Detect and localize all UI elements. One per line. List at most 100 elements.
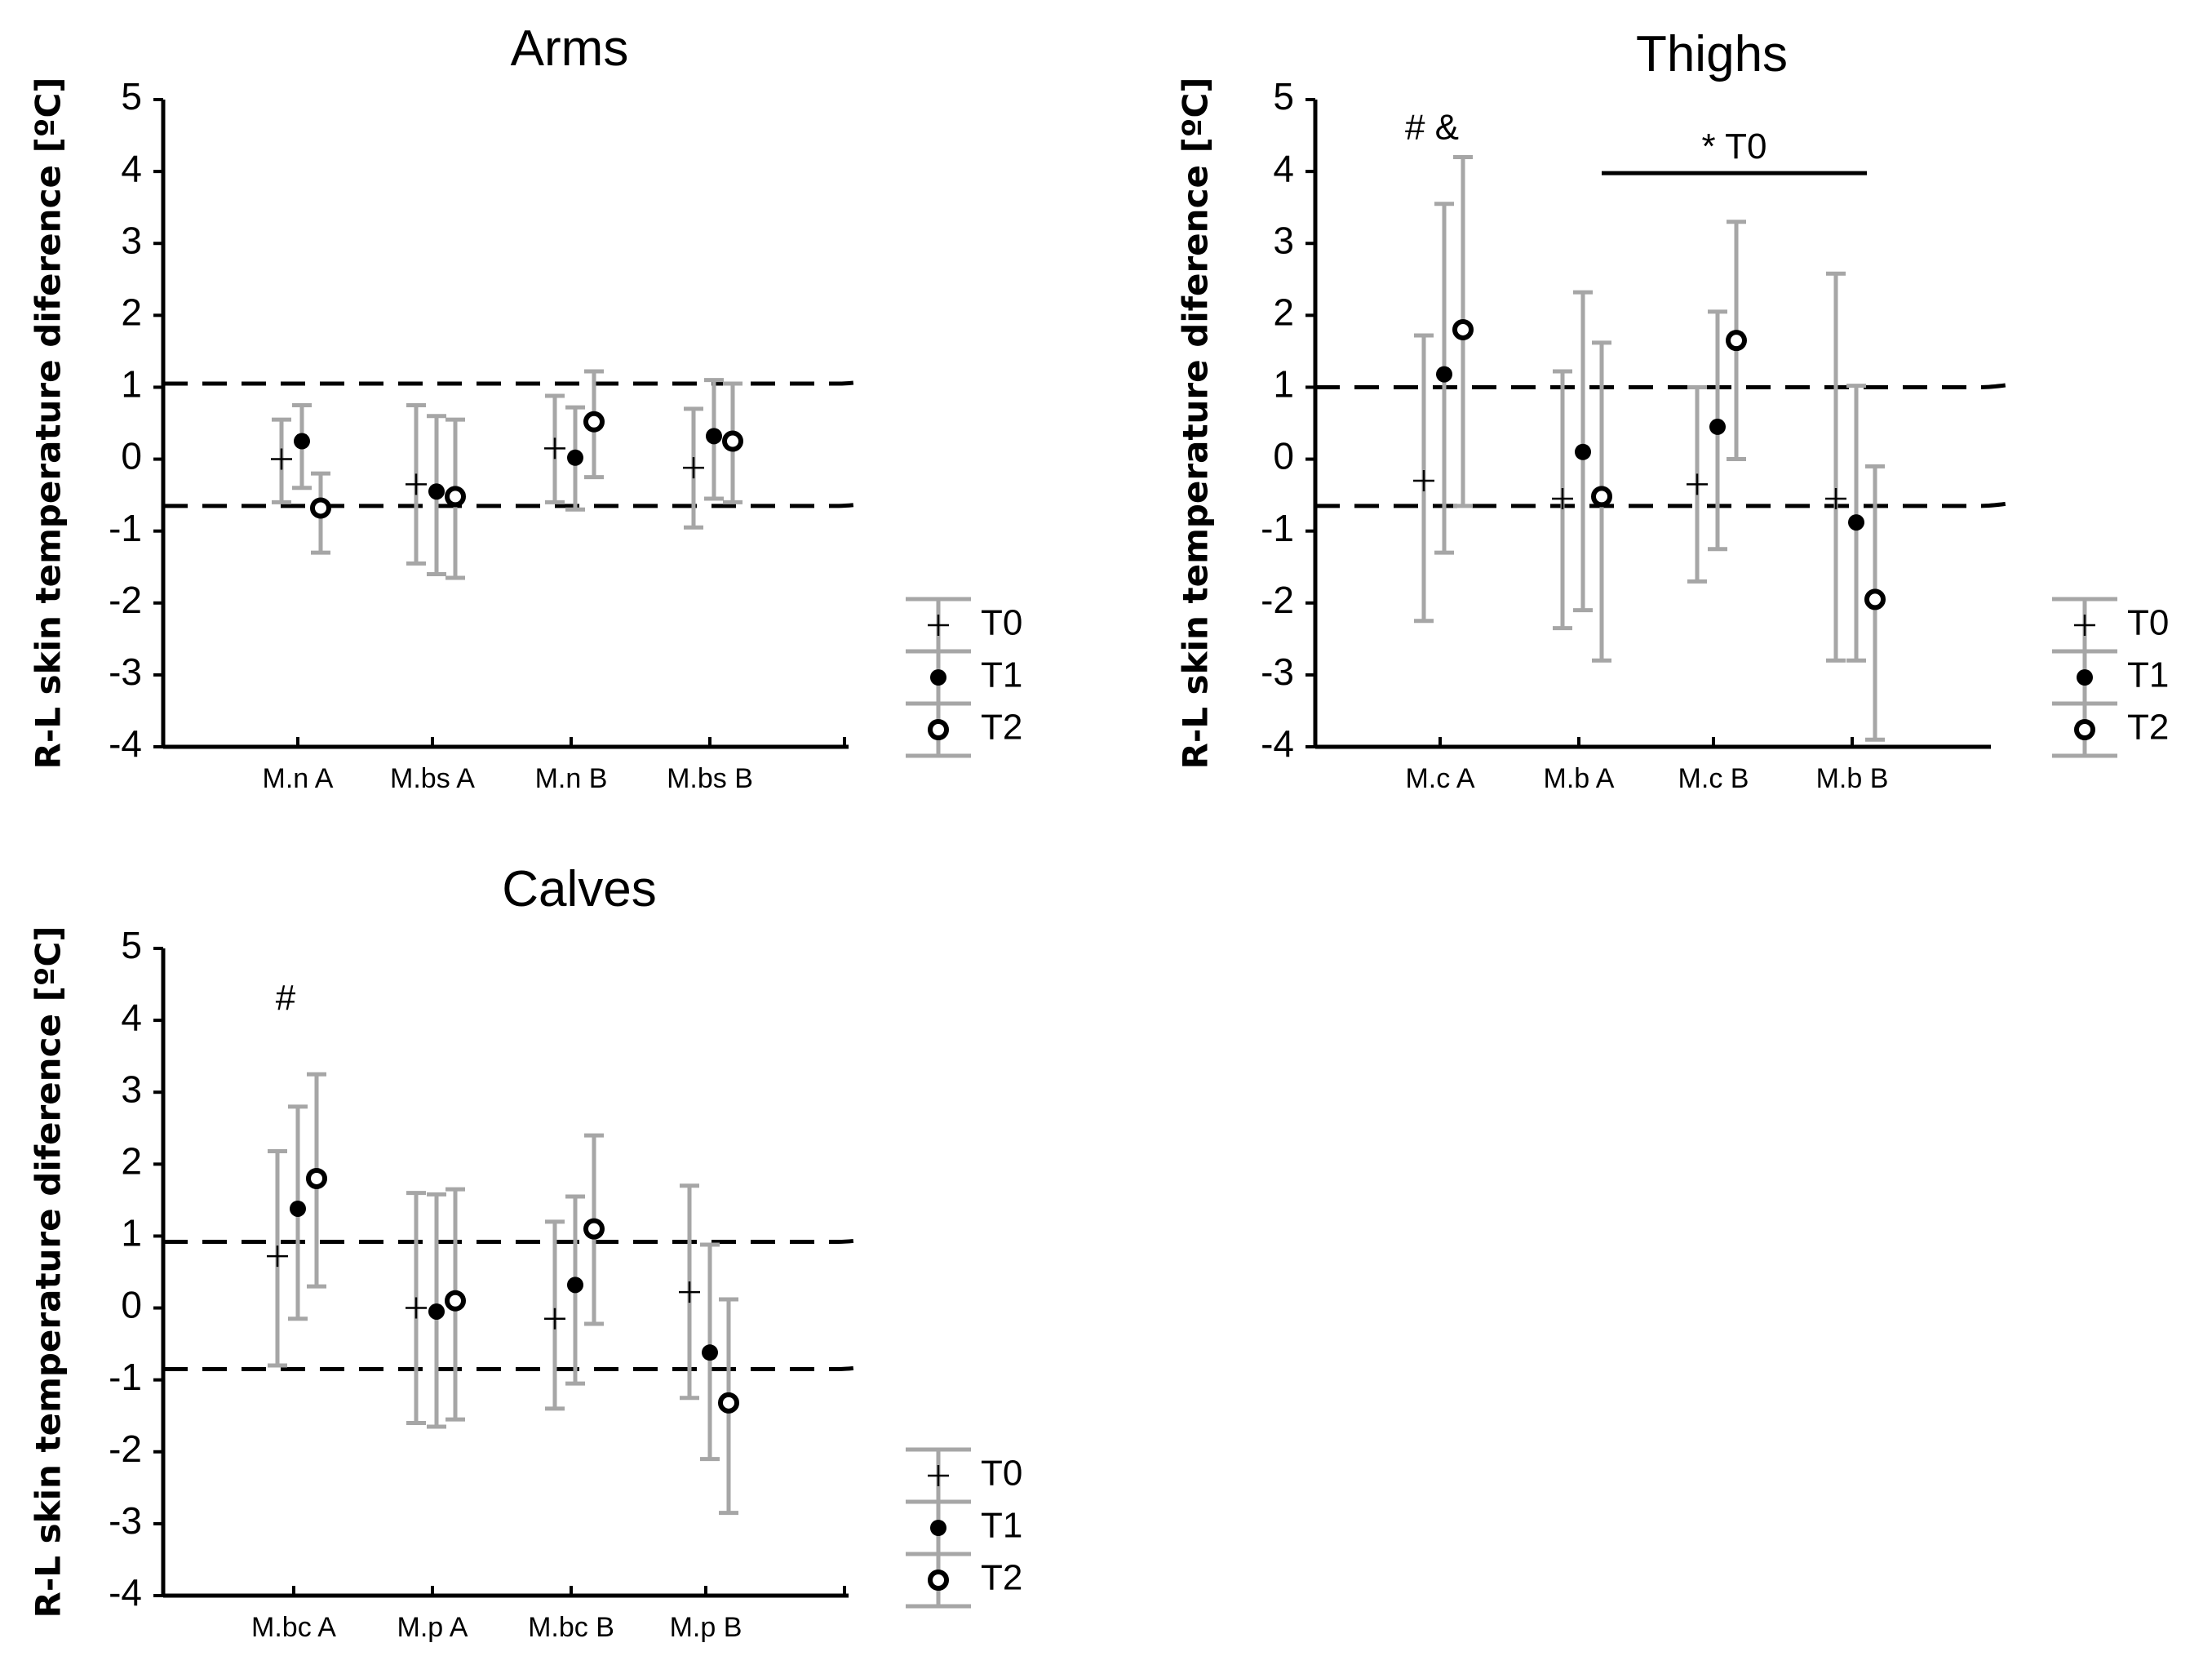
y-tick-label: 1 (1273, 363, 1294, 406)
y-tick-label: 0 (1273, 435, 1294, 477)
y-tick-label: 2 (1273, 291, 1294, 333)
data-point-t2 (445, 1290, 466, 1312)
data-point-t1 (428, 1303, 445, 1320)
data-point-t1 (702, 1344, 718, 1361)
data-point-t2 (310, 497, 331, 519)
legend-marker-t0 (928, 615, 949, 636)
data-point-t0 (544, 437, 565, 460)
data-point-t2 (1591, 486, 1612, 508)
y-tick-label: 4 (121, 996, 142, 1038)
legend: T0 T1 T2 (906, 597, 1022, 758)
data-point-t1 (1709, 418, 1726, 435)
data-point-t0 (271, 448, 292, 470)
data-point-t2 (583, 411, 605, 433)
y-tick-label: -1 (109, 1356, 142, 1398)
significance-annotation: * T0 (1702, 127, 1767, 166)
y-tick-label: 3 (121, 219, 142, 261)
legend-label: T1 (981, 655, 1022, 695)
data-point-t0 (1687, 473, 1708, 495)
y-tick-label: 1 (121, 363, 142, 406)
reference-dashed-line (163, 1364, 867, 1371)
data-point-t0 (406, 473, 427, 495)
y-tick-label: -2 (109, 579, 142, 621)
data-point-t2 (718, 1392, 739, 1414)
x-category-label: M.b B (1816, 763, 1889, 794)
y-tick-label: 1 (121, 1212, 142, 1254)
y-tick-label: -2 (1261, 579, 1294, 621)
data-point-t2 (1726, 330, 1747, 352)
data-point-t1 (706, 428, 722, 445)
legend-marker-t2 (2074, 719, 2095, 740)
legend-marker-t0 (2074, 615, 2095, 636)
legend-marker-t1 (2077, 669, 2093, 686)
legend-marker-t1 (930, 669, 946, 686)
legend-label: T2 (981, 708, 1022, 748)
data-point-t1 (1848, 514, 1864, 531)
legend-label: T0 (2127, 603, 2169, 643)
significance-annotation: # (276, 978, 296, 1018)
x-category-label: M.bs B (667, 763, 753, 794)
x-category-label: M.n B (535, 763, 608, 794)
legend: T0 T1 T2 (2052, 597, 2169, 758)
legend-marker-t2 (928, 719, 949, 740)
y-tick-label: 0 (121, 435, 142, 477)
y-tick-label: 3 (1273, 219, 1294, 261)
data-point-t1 (1575, 443, 1591, 460)
data-point-t0 (1413, 469, 1434, 491)
data-point-t0 (267, 1245, 288, 1268)
y-tick-label: 0 (121, 1284, 142, 1326)
y-tick-label: -3 (1261, 650, 1294, 693)
chart-panel-arms: Arms R-L skin temperature diference [ºC] 5… (29, 20, 1023, 794)
data-point-t0 (1552, 488, 1573, 510)
y-tick-label: 5 (121, 75, 142, 118)
x-category-label: M.bs A (390, 763, 475, 794)
chart-panel-calves: Calves R-L skin temperature diference [ºC… (29, 861, 1023, 1643)
y-tick-label: 4 (1273, 147, 1294, 189)
y-tick-label: -1 (109, 507, 142, 549)
legend-label: T2 (2127, 708, 2169, 748)
y-tick-label: -3 (109, 650, 142, 693)
data-point-t2 (1452, 318, 1474, 340)
y-axis-label: R-L skin temperature diference [ºC] (29, 926, 69, 1618)
x-category-label: M.c B (1678, 763, 1749, 794)
y-tick-label: -4 (1261, 722, 1294, 765)
x-category-label: M.bc B (528, 1612, 614, 1643)
data-point-t1 (290, 1200, 306, 1217)
data-point-t2 (722, 430, 743, 452)
reference-dashed-line (163, 379, 867, 386)
y-tick-label: 5 (1273, 75, 1294, 118)
legend-label: T2 (981, 1558, 1022, 1598)
y-tick-label: -3 (109, 1499, 142, 1542)
data-point-t0 (1825, 488, 1846, 510)
y-tick-label: -1 (1261, 507, 1294, 549)
chart-title: Calves (502, 861, 657, 917)
y-axis-label: R-L skin temperature diference [ºC] (29, 78, 69, 770)
y-axis-label: R-L skin temperature diference [ºC] (1176, 78, 1216, 770)
legend-marker-t2 (928, 1570, 949, 1591)
reference-dashed-line (1315, 501, 2010, 508)
data-point-t2 (445, 486, 466, 508)
data-point-t1 (428, 483, 445, 500)
legend: T0 T1 T2 (906, 1447, 1022, 1609)
reference-dashed-line (163, 501, 867, 508)
legend-label: T0 (981, 1454, 1022, 1494)
chart-title: Thighs (1636, 26, 1788, 82)
x-category-label: M.p A (397, 1612, 468, 1643)
data-point-t0 (544, 1308, 565, 1330)
x-category-label: M.n A (263, 763, 334, 794)
legend-marker-t0 (928, 1465, 949, 1486)
y-tick-label: 2 (121, 1139, 142, 1182)
legend-label: T0 (981, 603, 1022, 643)
legend-label: T1 (2127, 655, 2169, 695)
legend-marker-t1 (930, 1520, 946, 1536)
y-tick-label: 3 (121, 1068, 142, 1110)
y-tick-label: 4 (121, 147, 142, 189)
data-point-t0 (683, 457, 704, 479)
significance-annotation: # & (1405, 107, 1459, 147)
y-tick-label: 5 (121, 924, 142, 966)
y-tick-label: -2 (109, 1427, 142, 1470)
data-point-t1 (1436, 366, 1452, 383)
reference-dashed-line (1315, 382, 2010, 389)
data-point-t2 (583, 1218, 605, 1240)
